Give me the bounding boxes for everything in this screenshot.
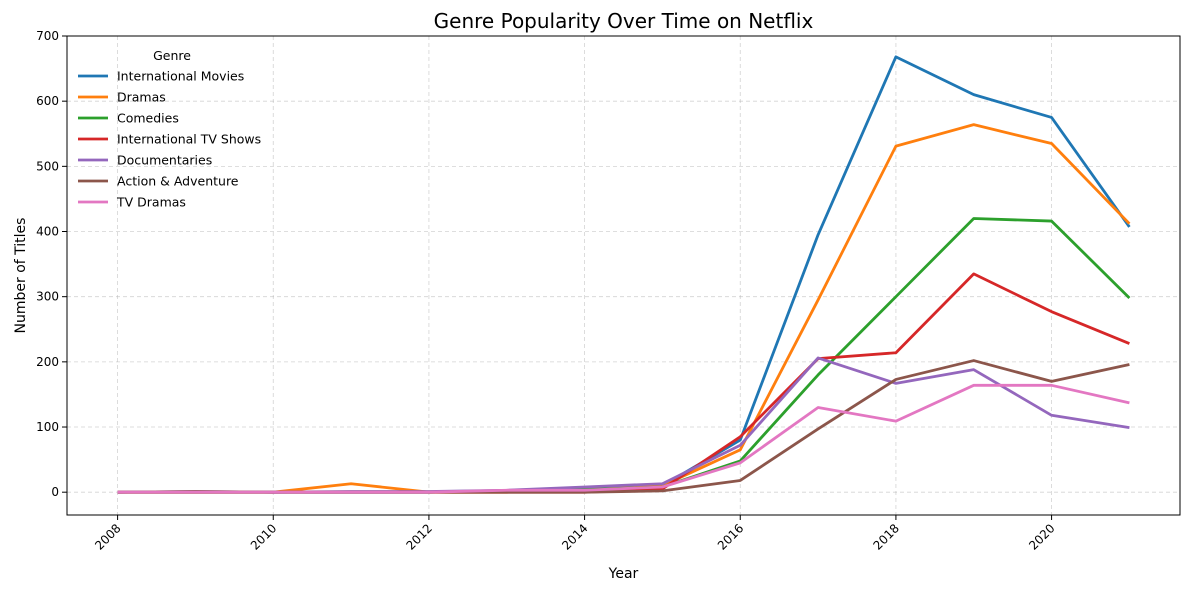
series-line-dramas bbox=[117, 123, 1131, 494]
y-tick-label: 300 bbox=[36, 290, 59, 304]
y-tick-label: 600 bbox=[36, 94, 59, 108]
series-line-tv-dramas bbox=[117, 383, 1130, 494]
legend-label-dramas: Dramas bbox=[117, 90, 166, 105]
y-tick-label: 0 bbox=[51, 485, 59, 499]
series-line-comedies bbox=[117, 217, 1131, 494]
x-tick-label: 2008 bbox=[92, 521, 123, 552]
x-tick-label: 2016 bbox=[715, 521, 746, 552]
series-line-action-adventure bbox=[117, 359, 1130, 494]
x-axis: 2008 2010 2012 2014 2016 2018 2020 bbox=[92, 515, 1058, 553]
plot-frame bbox=[66, 35, 1181, 516]
legend-label-action-adventure: Action & Adventure bbox=[117, 174, 239, 189]
x-tick-label: 2012 bbox=[404, 521, 435, 552]
legend-label-comedies: Comedies bbox=[117, 111, 179, 126]
x-axis-label: Year bbox=[608, 566, 639, 582]
legend-label-documentaries: Documentaries bbox=[117, 153, 212, 168]
y-tick-label: 400 bbox=[36, 225, 59, 239]
x-tick-label: 2020 bbox=[1026, 521, 1057, 552]
y-axis: 0 100 200 300 400 500 600 700 bbox=[36, 29, 67, 499]
chart-title: Genre Popularity Over Time on Netflix bbox=[434, 9, 814, 33]
y-tick-label: 200 bbox=[36, 355, 59, 369]
legend-label-international-tv-shows: International TV Shows bbox=[117, 132, 261, 147]
y-tick-label: 700 bbox=[36, 29, 59, 43]
y-tick-label: 100 bbox=[36, 420, 59, 434]
y-axis-label: Number of Titles bbox=[13, 218, 29, 334]
series-line-international-tv-shows bbox=[117, 272, 1130, 494]
legend-label-tv-dramas: TV Dramas bbox=[116, 195, 186, 210]
legend-label-international-movies: International Movies bbox=[117, 69, 244, 84]
grid bbox=[67, 35, 1180, 515]
series-line-documentaries bbox=[117, 356, 1130, 494]
series-layer bbox=[117, 55, 1131, 494]
y-tick-label: 500 bbox=[36, 159, 59, 173]
x-tick-label: 2010 bbox=[248, 521, 279, 552]
x-tick-label: 2018 bbox=[871, 521, 902, 552]
legend: Genre International Movies Dramas Comedies… bbox=[78, 48, 261, 210]
x-tick-label: 2014 bbox=[559, 521, 590, 552]
legend-title: Genre bbox=[153, 48, 191, 63]
